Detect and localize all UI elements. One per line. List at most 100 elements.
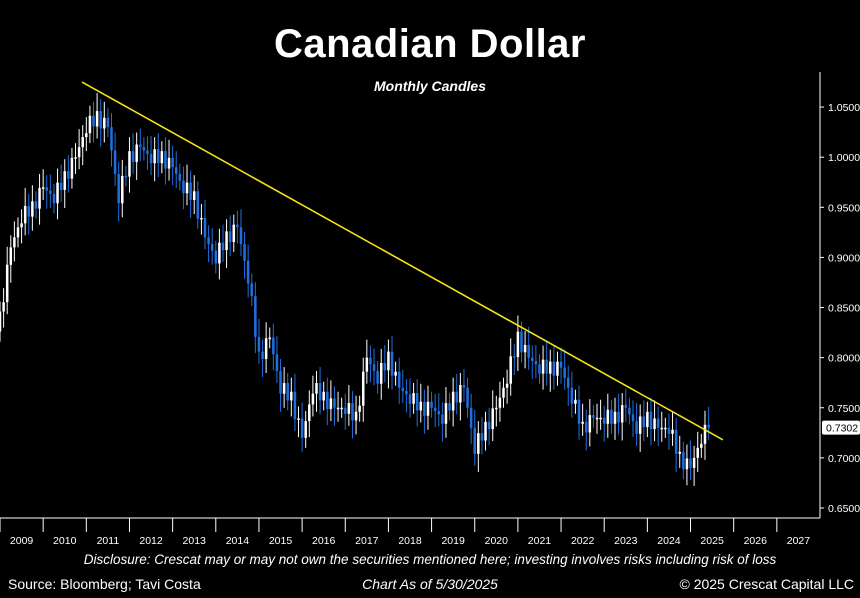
candle-body	[570, 387, 574, 404]
candle-body	[2, 302, 5, 312]
candle-body	[207, 237, 210, 245]
candle-body	[250, 283, 254, 297]
candle-body	[606, 409, 610, 424]
candle-body	[290, 391, 293, 401]
candle-body	[164, 151, 167, 169]
candle-body	[678, 451, 681, 454]
candle-body	[365, 357, 369, 372]
candle-body	[495, 407, 498, 410]
candle-body	[505, 383, 509, 388]
candle-body	[121, 175, 124, 204]
candle-body	[304, 421, 307, 438]
candle-body	[559, 361, 563, 368]
candle-body	[387, 351, 390, 371]
candle-body	[203, 217, 207, 238]
candle-body	[268, 337, 271, 340]
candle-body	[401, 387, 405, 392]
candle-body	[513, 356, 516, 358]
y-tick-label: 0.9500	[828, 202, 860, 214]
candle-body	[563, 367, 566, 378]
candle-body	[480, 433, 484, 441]
candle-body	[653, 418, 656, 430]
candle-body	[538, 364, 541, 374]
x-tick-label: 2026	[744, 535, 768, 547]
candle-body	[491, 408, 494, 430]
candle-body	[430, 401, 433, 408]
candle-body	[423, 401, 426, 416]
x-tick-label: 2024	[657, 535, 681, 547]
candle-body	[620, 405, 624, 423]
as-of-text: Chart As of 5/30/2025	[362, 576, 498, 592]
y-tick-label: 1.0000	[828, 152, 860, 164]
candle-body	[45, 187, 49, 191]
candle-body	[279, 371, 282, 394]
y-tick-label: 1.0500	[828, 102, 860, 114]
candle-body	[336, 407, 340, 410]
candle-body	[261, 351, 264, 359]
candle-body	[322, 391, 325, 401]
candle-body	[376, 371, 379, 384]
candle-body	[552, 361, 556, 376]
x-tick-label: 2012	[139, 535, 163, 547]
last-value-label: 0.7302	[826, 423, 858, 435]
candle-body	[99, 111, 102, 129]
y-axis: 0.6500 0.7000 0.7500 0.8000 0.8500 0.9000 0.95…	[819, 72, 860, 518]
candle-body	[128, 151, 131, 177]
y-tick-label: 0.8500	[828, 303, 860, 315]
candle-body	[426, 401, 430, 416]
y-tick-label: 0.7500	[828, 403, 860, 415]
candle-body	[67, 171, 70, 179]
candle-body	[433, 407, 437, 412]
candle-body	[41, 187, 45, 189]
candle-body	[142, 147, 146, 151]
candle-body	[484, 421, 487, 441]
chart-subtitle: Monthly Candles	[373, 78, 486, 94]
candle-body	[574, 399, 577, 404]
x-tick-label: 2010	[53, 535, 77, 547]
chart-title: Canadian Dollar	[273, 22, 586, 66]
candle-body	[405, 391, 408, 395]
candle-body	[340, 407, 343, 410]
candle-body	[63, 171, 66, 190]
candle-body	[566, 377, 570, 388]
x-tick-label: 2015	[269, 535, 293, 547]
x-tick-label: 2017	[355, 535, 379, 547]
candle-body	[358, 405, 361, 412]
candle-body	[455, 391, 459, 403]
candle-body	[318, 383, 322, 401]
candle-body	[613, 411, 617, 424]
trendline-group	[81, 81, 724, 441]
candle-body	[103, 117, 106, 129]
candle-body	[415, 393, 419, 411]
candle-body	[300, 418, 304, 438]
candle-body	[286, 383, 289, 401]
y-tick-label: 0.9000	[828, 252, 860, 264]
copyright-text: © 2025 Crescat Capital LLC	[679, 576, 854, 592]
candle-body	[466, 387, 469, 408]
candle-body	[444, 403, 448, 424]
x-tick-label: 2022	[571, 535, 595, 547]
candle-body	[523, 344, 527, 353]
x-tick-label: 2021	[528, 535, 552, 547]
candle-body	[167, 157, 171, 169]
candle-body	[660, 427, 664, 430]
candle-body	[56, 182, 59, 204]
candle-body	[88, 115, 92, 134]
candle-body	[13, 237, 16, 248]
candle-body	[74, 157, 77, 159]
candle-body	[462, 385, 466, 388]
candle-body	[308, 404, 311, 422]
candle-body	[631, 414, 635, 422]
candle-body	[412, 393, 415, 404]
candle-body	[246, 260, 250, 284]
candle-body	[649, 411, 653, 430]
candle-body	[588, 415, 592, 433]
candle-body	[577, 399, 581, 424]
candle-body	[146, 150, 149, 154]
candle-body	[527, 344, 530, 358]
candle-body	[667, 427, 671, 434]
candle-body	[408, 394, 412, 404]
x-tick-label: 2019	[441, 535, 465, 547]
candle-body	[617, 411, 620, 423]
candle-body	[0, 311, 2, 332]
